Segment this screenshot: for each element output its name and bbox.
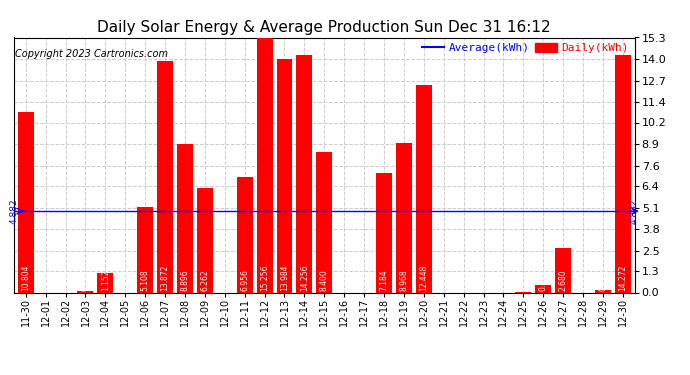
Text: 0.000: 0.000 — [359, 269, 368, 291]
Text: 0.000: 0.000 — [440, 269, 449, 291]
Text: 0.000: 0.000 — [499, 269, 508, 291]
Bar — [97, 273, 113, 292]
Bar — [197, 188, 213, 292]
Bar — [277, 59, 293, 292]
Text: 0.456: 0.456 — [539, 269, 548, 291]
Text: 14.272: 14.272 — [618, 265, 627, 291]
Text: 4.882: 4.882 — [10, 198, 19, 224]
Text: 0.000: 0.000 — [220, 269, 229, 291]
Bar — [376, 173, 392, 292]
Bar — [177, 144, 193, 292]
Text: 8.896: 8.896 — [181, 270, 190, 291]
Bar — [18, 112, 34, 292]
Bar — [555, 248, 571, 292]
Text: 0.000: 0.000 — [41, 269, 50, 291]
Bar — [595, 290, 611, 292]
Text: 0.000: 0.000 — [578, 269, 588, 291]
Bar — [157, 61, 173, 292]
Text: 6.262: 6.262 — [200, 270, 209, 291]
Text: 0.000: 0.000 — [121, 269, 130, 291]
Bar — [316, 153, 333, 292]
Text: 4.882: 4.882 — [630, 198, 639, 224]
Bar — [416, 85, 432, 292]
Title: Daily Solar Energy & Average Production Sun Dec 31 16:12: Daily Solar Energy & Average Production … — [97, 20, 551, 35]
Bar — [77, 291, 93, 292]
Text: 7.184: 7.184 — [380, 270, 388, 291]
Bar — [137, 207, 153, 292]
Bar — [257, 38, 273, 292]
Text: 14.256: 14.256 — [300, 265, 309, 291]
Text: Copyright 2023 Cartronics.com: Copyright 2023 Cartronics.com — [15, 49, 168, 59]
Legend: Average(kWh), Daily(kWh): Average(kWh), Daily(kWh) — [422, 43, 629, 53]
Text: 10.804: 10.804 — [21, 265, 30, 291]
Text: 5.108: 5.108 — [141, 270, 150, 291]
Text: 0.000: 0.000 — [459, 269, 468, 291]
Text: 0.000: 0.000 — [61, 269, 70, 291]
Text: 0.160: 0.160 — [598, 269, 607, 291]
Text: 8.968: 8.968 — [400, 270, 408, 291]
Text: 2.680: 2.680 — [559, 270, 568, 291]
Text: 15.256: 15.256 — [260, 265, 269, 291]
Text: 0.000: 0.000 — [479, 269, 488, 291]
Bar — [535, 285, 551, 292]
Bar — [615, 55, 631, 292]
Text: 0.100: 0.100 — [81, 269, 90, 291]
Bar — [396, 143, 412, 292]
Text: 0.000: 0.000 — [339, 269, 348, 291]
Bar — [297, 55, 313, 292]
Text: 0.032: 0.032 — [519, 269, 528, 291]
Text: 12.448: 12.448 — [420, 265, 428, 291]
Text: 6.956: 6.956 — [240, 269, 249, 291]
Bar — [237, 177, 253, 292]
Text: 13.872: 13.872 — [161, 265, 170, 291]
Text: 1.152: 1.152 — [101, 270, 110, 291]
Text: 13.984: 13.984 — [280, 265, 289, 291]
Text: 8.400: 8.400 — [319, 269, 329, 291]
